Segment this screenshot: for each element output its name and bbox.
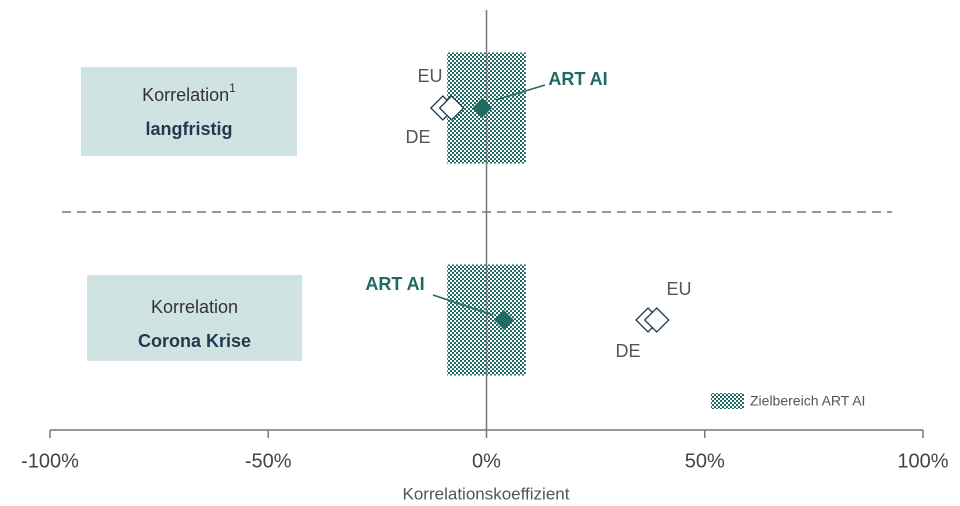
x-tick-label: 50% [685, 450, 725, 472]
x-axis-label: Korrelationskoeffizient [403, 484, 570, 503]
x-tick-label: -100% [21, 450, 79, 472]
point-label: ART AI [365, 274, 424, 294]
x-tick-label: 100% [897, 450, 948, 472]
leader-line [495, 84, 546, 101]
point-label: DE [405, 127, 430, 147]
row-label-box [87, 275, 302, 361]
x-tick-label: 0% [472, 450, 501, 472]
footnote: 1 [229, 81, 236, 95]
point-label: ART AI [548, 69, 607, 89]
point-label: EU [417, 66, 442, 86]
row-label-box [81, 67, 297, 156]
row-subtitle: langfristig [145, 119, 232, 139]
point-label: DE [615, 341, 640, 361]
row-title: Korrelation [151, 297, 238, 317]
legend-swatch [711, 393, 744, 409]
point [472, 98, 493, 118]
point [494, 310, 514, 330]
row-title-text: Korrelation [151, 297, 238, 317]
row-title: Korrelation1 [142, 81, 236, 105]
leader-line [432, 294, 494, 316]
point-label: EU [666, 279, 691, 299]
point [438, 95, 465, 121]
x-tick-label: -50% [245, 450, 292, 472]
legend-label: Zielbereich ART AI [750, 393, 865, 409]
row-subtitle: Corona Krise [138, 331, 251, 351]
point [643, 307, 670, 333]
row-title-text: Korrelation [142, 85, 229, 105]
